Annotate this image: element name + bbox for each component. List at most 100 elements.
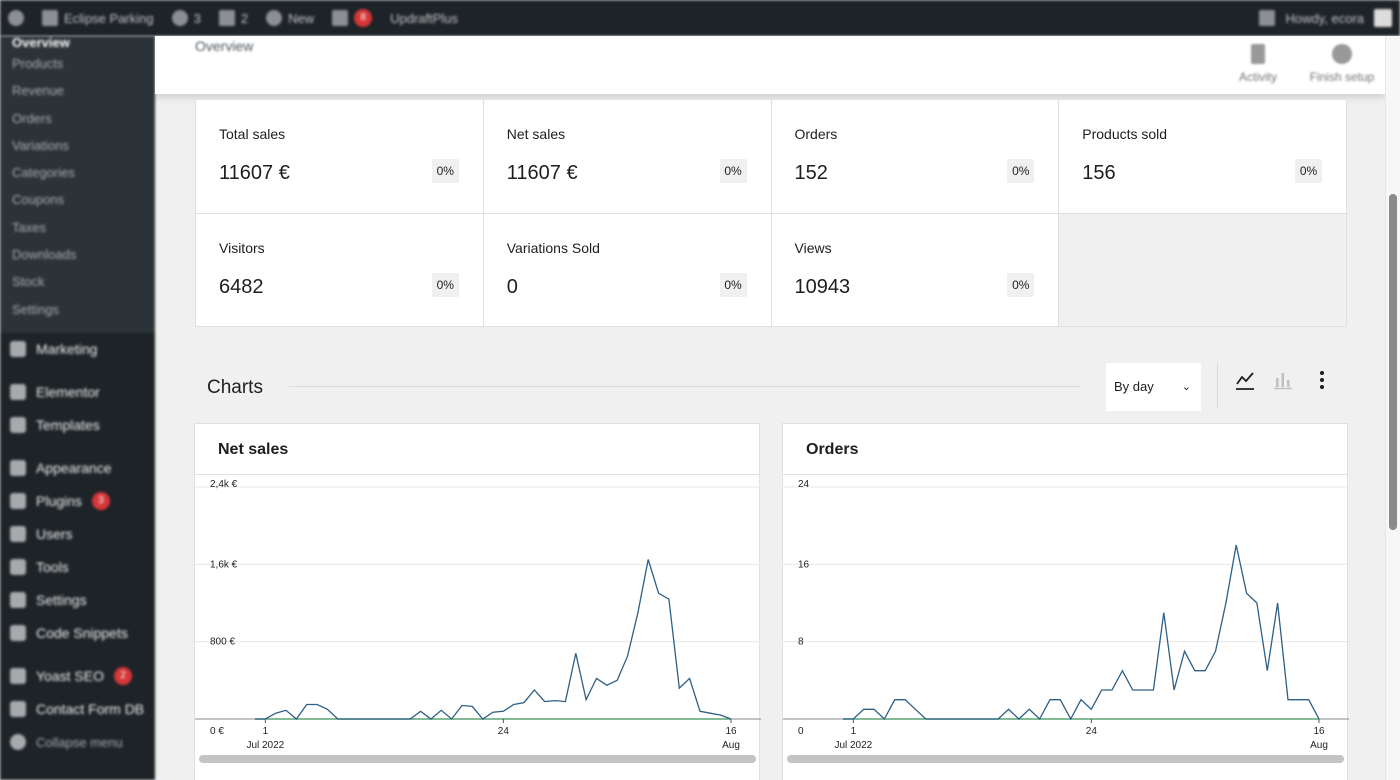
refresh-icon [171,10,188,26]
menu-item-label: Yoast SEO [36,668,104,685]
screen-options-icon[interactable] [1259,10,1276,26]
submenu-item-settings[interactable]: Settings [12,301,59,317]
menu-item-label: Appearance [36,460,112,477]
count-badge: 2 [113,667,132,686]
wordpress-logo-icon[interactable] [8,10,24,26]
submenu-item-downloads[interactable]: Downloads [12,247,77,263]
submenu-item-taxes[interactable]: Taxes [12,219,46,235]
activity-button[interactable]: Activity [1223,44,1293,84]
menu-item-code-snippets[interactable]: Code Snippets [0,617,155,650]
stat-tile-orders[interactable]: Orders 152 0% [771,100,1059,213]
stat-delta-badge: 0% [1007,159,1035,183]
menu-item-settings[interactable]: Settings [0,584,155,617]
x-tick-label: 24 [498,726,510,737]
y-tick-label: 1,6k € [210,559,238,570]
stat-tile-products-sold[interactable]: Products sold 156 0% [1059,100,1346,213]
site-name-link[interactable]: Eclipse Parking [42,10,154,26]
stat-tile-views[interactable]: Views 10943 0% [771,213,1059,326]
stat-delta-badge: 0% [431,272,459,297]
net-sales-chart: 2,4k € 1,6k € 800 € 0 € 1 Jul 2022 24 16 Aug [195,479,761,751]
analytics-submenu: Overview Products Revenue Orders Variations C… [0,36,155,333]
collapse-menu-button[interactable]: Collapse menu [0,726,155,759]
toolbar-divider [1217,363,1218,409]
stat-value: 156 [1082,162,1116,184]
updraftplus-link[interactable]: UpdraftPlus [390,10,459,26]
more-options-icon[interactable] [1310,368,1334,392]
menu-item-appearance[interactable]: Appearance [0,452,155,485]
bar-chart-icon[interactable] [1271,368,1295,392]
stat-tile-total-sales[interactable]: Total sales 11607 € 0% [196,100,483,213]
x-tick-sublabel: Aug [1310,740,1328,751]
stat-delta-badge: 0% [719,272,747,297]
x-tick-sublabel: Jul 2022 [834,740,872,751]
finish-setup-button[interactable]: Finish setup [1302,44,1382,84]
x-tick-label: 24 [1086,726,1098,737]
y-tick-label: 24 [798,479,810,490]
progress-circle-icon [1332,44,1352,64]
menu-item-label: Contact Form DB [36,701,145,718]
comments-link[interactable]: 2 [218,10,248,26]
stat-value: 6482 [219,275,264,298]
contact-form-db-icon [10,701,26,718]
stat-label: Variations Sold [506,239,600,256]
count-badge: 3 [91,492,110,511]
y-tick-label: 2,4k € [210,479,238,490]
scrollbar-thumb[interactable] [1389,194,1397,530]
home-icon [42,10,58,26]
menu-item-contact-form-db[interactable]: Contact Form DB [0,693,155,726]
marketing-icon [10,341,26,358]
page-scrollbar[interactable] [1385,36,1400,780]
submenu-item-stock[interactable]: Stock [12,274,45,290]
menu-item-marketing[interactable]: Marketing [0,333,155,366]
chart-horizontal-scrollbar[interactable] [787,755,1344,763]
yoast-seo-icon [10,668,26,685]
submenu-item-overview[interactable]: Overview [12,35,70,50]
new-content-link[interactable]: New [266,10,314,26]
plus-icon [266,10,283,26]
stat-value: 152 [794,162,828,184]
menu-item-yoast-seo[interactable]: Yoast SEO 2 [0,660,155,693]
interval-select[interactable]: By day ⌄ [1106,363,1201,411]
chart-title: Orders [783,424,1347,475]
woocommerce-header: Overview Activity Finish setup [155,36,1385,94]
menu-item-label: Elementor [36,384,100,401]
menu-item-label: Marketing [36,341,98,358]
submenu-item-coupons[interactable]: Coupons [12,192,65,208]
stat-tile-net-sales[interactable]: Net sales 11607 € 0% [483,100,771,213]
elementor-icon [10,384,26,401]
line-chart-icon[interactable] [1233,368,1257,392]
menu-separator [0,366,155,376]
menu-item-tools[interactable]: Tools [0,551,155,584]
x-tick-label: 16 [1313,726,1325,737]
updates-link[interactable]: 3 [171,10,201,26]
menu-item-plugins[interactable]: Plugins 3 [0,485,155,518]
avatar[interactable] [1374,9,1392,27]
menu-separator [0,442,155,452]
notifications-link[interactable]: 8 [332,9,373,27]
chart-horizontal-scrollbar[interactable] [199,755,756,763]
stat-value: 11607 € [219,162,290,184]
current-period-series[interactable] [255,559,732,720]
submenu-item-variations[interactable]: Variations [12,137,69,153]
chart-title: Net sales [195,424,759,475]
submenu-item-categories[interactable]: Categories [12,165,75,181]
stat-tile-visitors[interactable]: Visitors 6482 0% [196,213,483,326]
menu-item-elementor[interactable]: Elementor [0,376,155,409]
stat-delta-badge: 0% [1295,159,1322,183]
submenu-item-products[interactable]: Products [12,56,64,71]
menu-separator [0,650,155,660]
current-period-series[interactable] [843,544,1320,721]
menu-item-users[interactable]: Users [0,518,155,551]
submenu-item-revenue[interactable]: Revenue [12,83,65,99]
stat-tile-variations-sold[interactable]: Variations Sold 0 0% [483,213,771,326]
notification-icon [332,10,349,26]
submenu-item-orders[interactable]: Orders [12,110,52,126]
menu-item-label: Code Snippets [36,625,128,642]
net-sales-chart-panel: Net sales 2,4k €1,6k €800 €0 €1 Jul 2022 2… [194,423,761,780]
menu-item-label: Plugins [36,493,82,510]
stat-value: 10943 [794,275,851,298]
x-tick-label: 16 [725,726,737,737]
howdy-user-link[interactable]: Howdy, ecora [1285,10,1364,26]
menu-item-templates[interactable]: Templates [0,409,155,442]
collapse-icon [10,734,26,751]
